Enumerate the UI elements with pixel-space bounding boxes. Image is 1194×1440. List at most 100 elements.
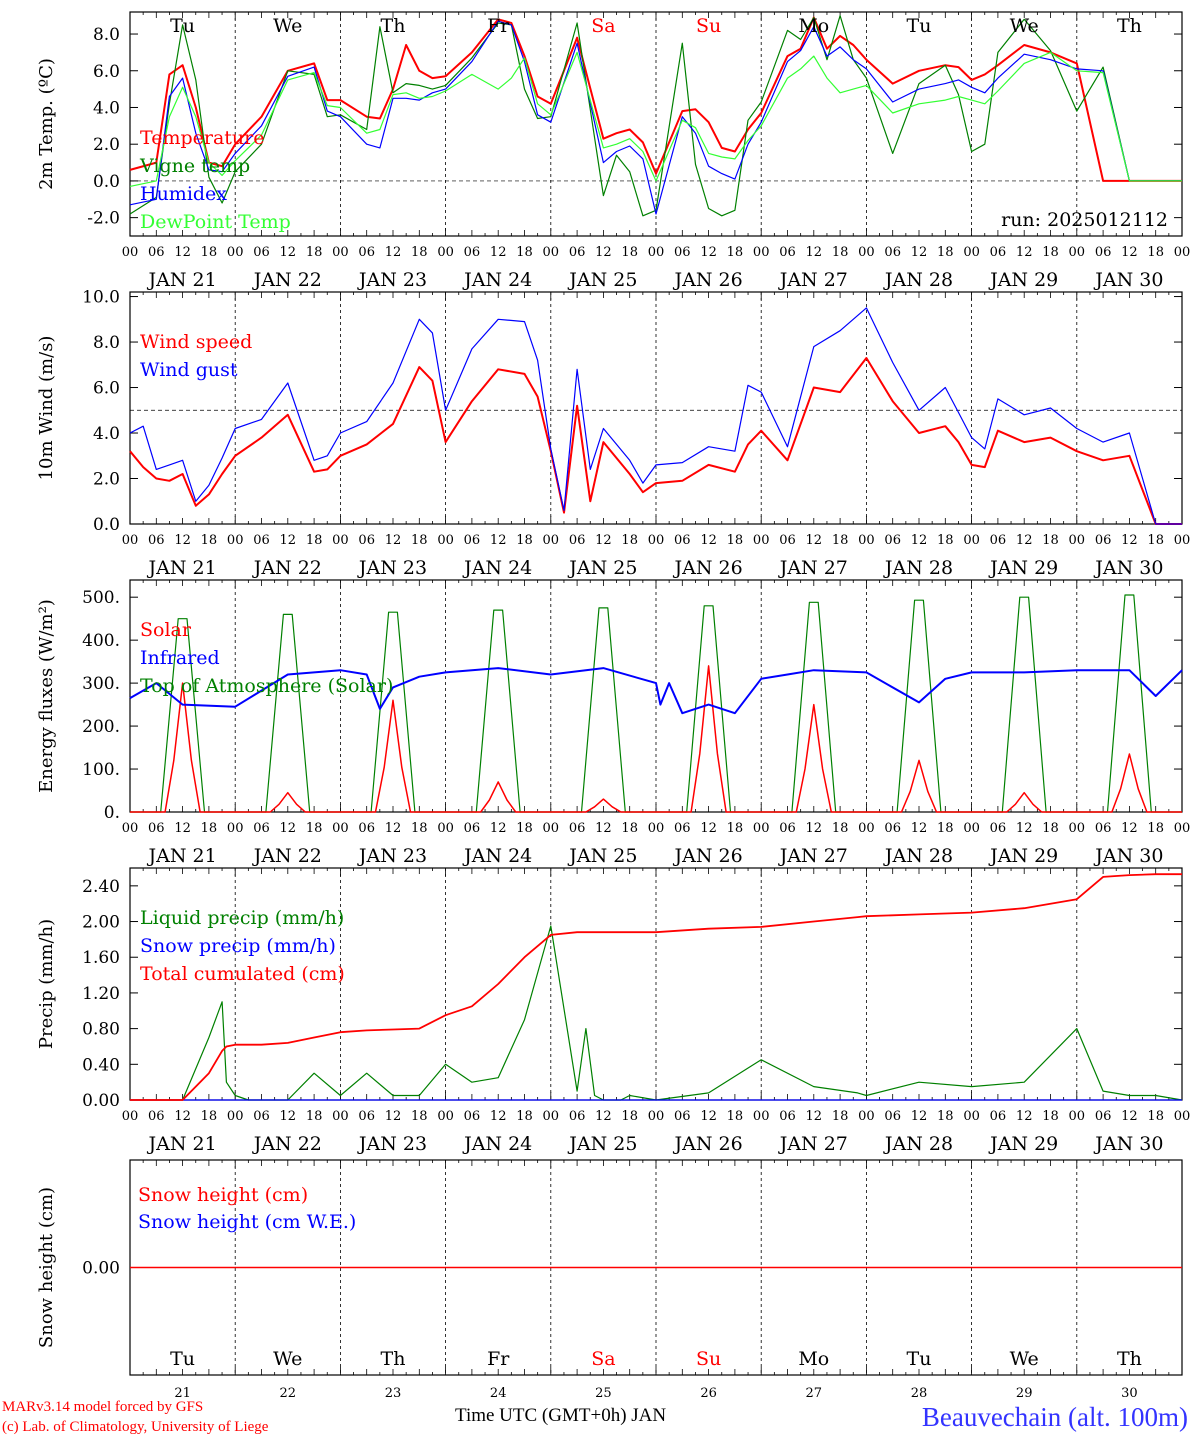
date-label: JAN 27 — [778, 557, 848, 579]
weekday-label: We — [1010, 15, 1039, 37]
legend-snow-height-cm-: Snow height (cm) — [138, 1184, 308, 1206]
hour-tick-label: 00 — [753, 1109, 770, 1124]
weekday-label: We — [273, 15, 302, 37]
hour-tick-label: 00 — [332, 245, 349, 260]
date-label: JAN 23 — [357, 269, 427, 291]
weekday-label: Th — [1117, 15, 1142, 37]
hour-tick-label: 00 — [753, 821, 770, 836]
weekday-label: Th — [381, 1348, 406, 1370]
day-number-label: 27 — [806, 1386, 823, 1401]
date-label: JAN 23 — [357, 1133, 427, 1155]
hour-tick-label: 00 — [963, 533, 980, 548]
hour-tick-label: 00 — [227, 245, 244, 260]
hour-tick-label: 12 — [174, 245, 191, 260]
hour-tick-label: 12 — [1121, 821, 1138, 836]
run-annotation: run: 2025012112 — [1001, 209, 1168, 231]
panel-1: 8.0 6.0 4.0 2.0 0.0 -2.0 2m Temp. (ºC) 00 06 12 18… — [36, 11, 1191, 291]
x-axis-title: Time UTC (GMT+0h) JAN — [455, 1405, 667, 1426]
panel-3: 500. 400. 300. 200. 100. 0. Energy fluxes (W/m… — [36, 579, 1190, 867]
series-dewpoint-temp — [129, 51, 1182, 187]
y-axis-label: 10m Wind (m/s) — [36, 336, 57, 481]
date-label: JAN 22 — [252, 269, 322, 291]
hour-tick-label: 18 — [1147, 1109, 1164, 1124]
hour-tick-label: 18 — [1147, 245, 1164, 260]
date-label: JAN 25 — [567, 1133, 637, 1155]
hour-tick-label: 06 — [884, 245, 901, 260]
date-label: JAN 28 — [883, 1133, 953, 1155]
weekday-label: Th — [1117, 1348, 1142, 1370]
hour-tick-label: 12 — [700, 1109, 717, 1124]
weekday-label: Mo — [798, 1348, 829, 1370]
y-tick-label: 2.0 — [93, 135, 120, 155]
date-label: JAN 24 — [462, 845, 532, 867]
hour-tick-label: 06 — [358, 1109, 375, 1124]
hour-tick-label: 18 — [516, 821, 533, 836]
y-axis-label: Snow height (cm) — [36, 1187, 57, 1348]
hour-tick-label: 12 — [490, 821, 507, 836]
date-label: JAN 30 — [1093, 845, 1163, 867]
weekday-label: Sa — [591, 1348, 615, 1370]
hour-tick-label: 06 — [884, 821, 901, 836]
hour-tick-label: 00 — [753, 245, 770, 260]
hour-tick-label: 06 — [464, 821, 481, 836]
hour-tick-label: 00 — [122, 821, 139, 836]
hour-tick-label: 18 — [306, 1109, 323, 1124]
hour-tick-label: 06 — [464, 533, 481, 548]
y-tick-label: 0.00 — [82, 1259, 120, 1279]
hour-tick-label: 18 — [621, 533, 638, 548]
hour-tick-label: 12 — [385, 821, 402, 836]
hour-tick-label: 06 — [779, 821, 796, 836]
weekday-label: Tu — [170, 1348, 195, 1370]
hour-tick-label: 12 — [911, 245, 928, 260]
legend-vigne-temp: Vigne temp — [139, 155, 250, 177]
date-label: JAN 25 — [567, 557, 637, 579]
hour-tick-label: 00 — [543, 245, 560, 260]
panel-4: 2.40 2.00 1.60 1.20 0.80 0.40 0.00 Precip (mm/h… — [36, 867, 1190, 1155]
date-label: JAN 28 — [883, 269, 953, 291]
date-label: JAN 27 — [778, 1133, 848, 1155]
hour-tick-label: 18 — [621, 1109, 638, 1124]
hour-tick-label: 18 — [306, 821, 323, 836]
hour-tick-label: 12 — [490, 1109, 507, 1124]
hour-tick-label: 18 — [1042, 1109, 1059, 1124]
hour-tick-label: 12 — [806, 533, 823, 548]
weekday-label: Su — [696, 1348, 721, 1370]
date-label: JAN 23 — [357, 557, 427, 579]
hour-tick-label: 00 — [437, 1109, 454, 1124]
hour-tick-label: 12 — [911, 533, 928, 548]
hour-tick-label: 06 — [148, 245, 165, 260]
hour-tick-label: 12 — [174, 1109, 191, 1124]
weekday-label: Su — [696, 15, 721, 37]
weekday-label: Fr — [487, 15, 510, 37]
hour-tick-label: 00 — [227, 1109, 244, 1124]
hour-tick-label: 00 — [437, 245, 454, 260]
hour-tick-label: 00 — [858, 1109, 875, 1124]
weekday-label: Tu — [907, 15, 932, 37]
date-label: JAN 21 — [147, 269, 217, 291]
y-tick-label: 2.00 — [82, 913, 120, 933]
series-total-cumulated-cm- — [130, 873, 1182, 1101]
y-tick-label: 200. — [82, 717, 120, 737]
day-number-label: 24 — [490, 1386, 507, 1401]
hour-tick-label: 06 — [1095, 245, 1112, 260]
hour-tick-label: 06 — [358, 245, 375, 260]
series-wind-speed — [129, 357, 1182, 525]
legend-wind-speed: Wind speed — [140, 331, 252, 353]
weekday-label: Sa — [591, 15, 615, 37]
legend-snow-precip-mm-h-: Snow precip (mm/h) — [140, 935, 336, 957]
hour-tick-label: 06 — [253, 821, 270, 836]
y-axis-label: Precip (mm/h) — [36, 919, 57, 1049]
day-number-label: 28 — [911, 1386, 928, 1401]
hour-tick-label: 18 — [306, 533, 323, 548]
y-tick-label: 400. — [82, 631, 120, 651]
date-label: JAN 29 — [988, 845, 1058, 867]
hour-tick-label: 00 — [648, 821, 665, 836]
hour-tick-label: 12 — [911, 821, 928, 836]
panel-2: 10.0 8.0 6.0 4.0 2.0 0.0 10m Wind (m/s) 00 06 12 1… — [36, 288, 1190, 579]
panel-5: 0.00 Snow height (cm) Snow height (cm) Snow… — [36, 1159, 1183, 1401]
hour-tick-label: 00 — [1174, 245, 1191, 260]
hour-tick-label: 06 — [253, 533, 270, 548]
weekday-label: Th — [381, 15, 406, 37]
hour-tick-label: 00 — [332, 821, 349, 836]
